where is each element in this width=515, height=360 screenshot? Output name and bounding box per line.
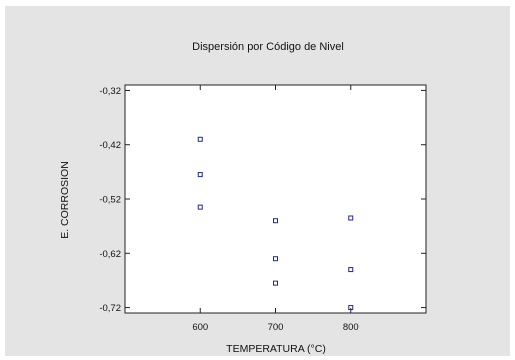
data-point [197,204,203,210]
x-tick-label: 800 [343,322,359,333]
data-point [273,256,278,262]
y-tick-label: -0,52 [99,195,121,206]
data-point [197,172,203,178]
data-point [348,267,354,273]
chart-title: Dispersión por Código de Nivel [192,41,344,53]
x-axis: 600 700 800 [192,85,359,333]
y-tick-label: -0,72 [99,303,121,314]
x-tick-label: 700 [268,322,284,333]
data-point [197,136,203,142]
plot-area [124,84,427,314]
y-tick-label: -0,32 [99,86,121,97]
data-point [348,215,354,221]
y-tick-label: -0,42 [99,140,121,151]
data-point [273,218,278,224]
x-tick-label: 600 [192,322,208,333]
data-points [197,136,354,311]
x-axis-label: TEMPERATURA (°C) [226,343,326,355]
y-tick-label: -0,62 [99,249,121,260]
data-point [348,305,354,311]
y-axis: -0,32 -0,42 -0,52 -0,62 -0,72 [99,86,426,314]
y-axis-label: E. CORROSION [59,161,71,239]
data-point [273,280,278,286]
